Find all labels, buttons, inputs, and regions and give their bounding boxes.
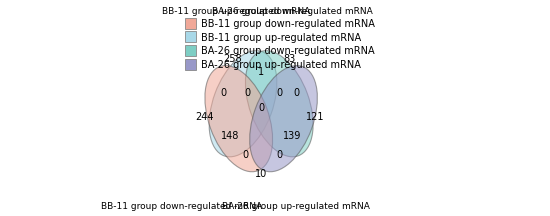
Legend: BB-11 group down-regulated mRNA, BB-11 group up-regulated mRNA, BA-26 group down: BB-11 group down-regulated mRNA, BB-11 g… xyxy=(184,17,377,72)
Text: 0: 0 xyxy=(276,88,282,98)
Ellipse shape xyxy=(209,51,277,157)
Text: BB-11 group down-regulated mRNA: BB-11 group down-regulated mRNA xyxy=(101,202,262,211)
Text: 148: 148 xyxy=(221,131,239,141)
Text: 0: 0 xyxy=(258,103,264,113)
Text: BA-26 group up-regulated mRNA: BA-26 group up-regulated mRNA xyxy=(222,202,370,211)
Ellipse shape xyxy=(245,51,313,157)
Text: 0: 0 xyxy=(242,150,248,160)
Text: BA-26 group down-regulated mRNA: BA-26 group down-regulated mRNA xyxy=(212,7,372,16)
Text: 258: 258 xyxy=(223,54,241,64)
Text: 10: 10 xyxy=(255,169,267,179)
Text: 83: 83 xyxy=(284,54,296,64)
Text: 139: 139 xyxy=(283,131,301,141)
Ellipse shape xyxy=(205,66,273,172)
Text: 0: 0 xyxy=(276,150,282,160)
Text: 0: 0 xyxy=(293,88,299,98)
Text: 244: 244 xyxy=(195,111,214,122)
Ellipse shape xyxy=(250,66,317,172)
Text: 0: 0 xyxy=(221,88,227,98)
Text: 0: 0 xyxy=(244,88,250,98)
Text: 121: 121 xyxy=(306,111,324,122)
Text: BB-11 group up-regulated mRNA: BB-11 group up-regulated mRNA xyxy=(162,7,311,16)
Text: 1: 1 xyxy=(258,67,264,77)
